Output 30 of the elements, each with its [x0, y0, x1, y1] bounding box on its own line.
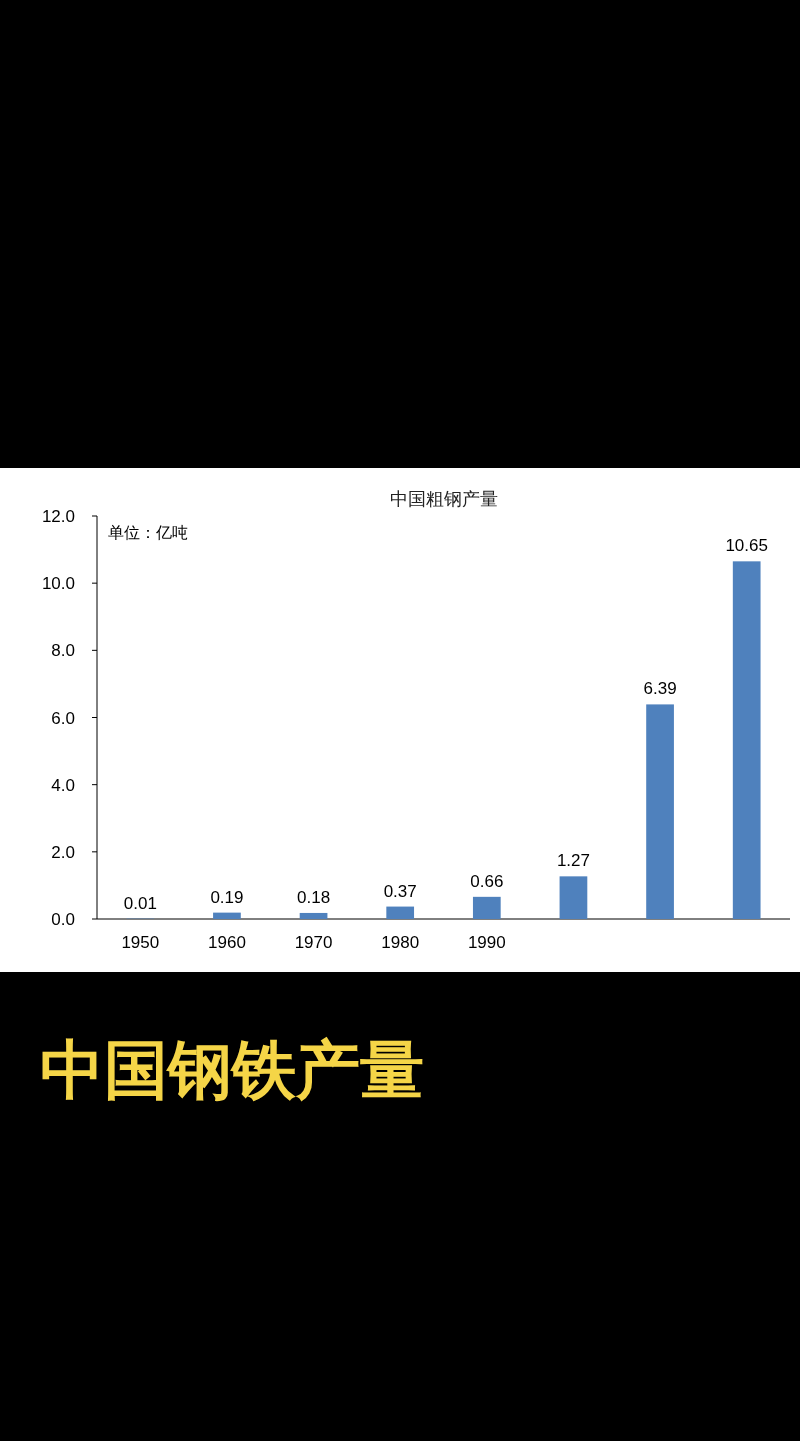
bar [646, 704, 674, 919]
x-tick-label: 1950 [121, 933, 160, 952]
y-tick-label: 6.0 [51, 708, 75, 728]
x-tick-label: 1970 [294, 933, 333, 952]
data-label: 1.27 [556, 851, 590, 871]
data-label: 10.65 [725, 536, 768, 556]
text: 中国钢铁产量 [40, 1034, 424, 1106]
bar [472, 896, 501, 919]
data-label: 0.19 [210, 887, 244, 907]
bar [299, 912, 328, 919]
bar [732, 561, 761, 919]
chart-title: 中国粗钢产量 [389, 489, 498, 509]
data-label: 0.18 [297, 887, 331, 907]
data-label: 0.66 [470, 871, 504, 891]
bar [213, 912, 241, 919]
annotation: 单位：亿吨 [108, 524, 188, 541]
y-tick-label: 4.0 [51, 775, 75, 795]
data-label: 0.01 [123, 893, 157, 913]
bar [386, 906, 415, 919]
x-tick-label: 1990 [467, 933, 506, 952]
x-tick-label: 1960 [208, 933, 246, 952]
y-tick-label: 10.0 [41, 574, 75, 594]
y-tick-label: 8.0 [51, 641, 75, 661]
y-tick-label: 12.0 [41, 507, 75, 526]
y-tick-label: 2.0 [51, 842, 75, 862]
bar [559, 876, 588, 919]
x-tick-label: 1980 [381, 933, 420, 952]
data-label: 0.37 [383, 881, 417, 901]
y-tick-label: 0.0 [51, 910, 75, 929]
data-label: 6.39 [643, 679, 677, 699]
